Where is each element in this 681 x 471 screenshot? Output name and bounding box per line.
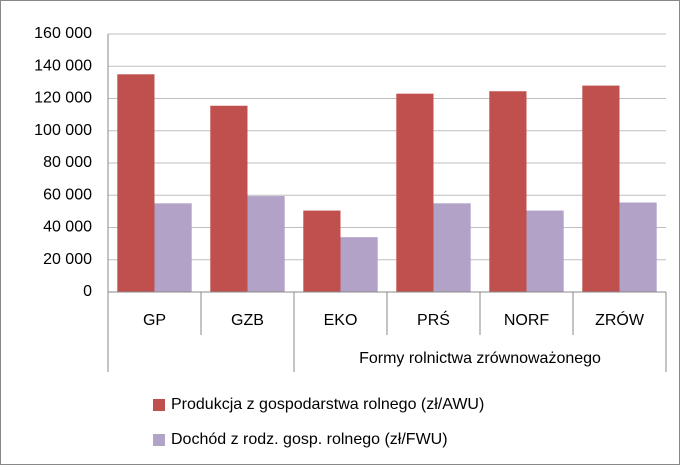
y-tick-label: 160 000 [34, 25, 92, 42]
bar [396, 93, 434, 292]
x-tick-label: NORF [504, 312, 550, 329]
bar [117, 74, 155, 292]
bar [340, 237, 378, 292]
x-tick-label: GZB [231, 312, 264, 329]
x-tick-label: GP [143, 312, 166, 329]
y-tick-label: 100 000 [34, 122, 92, 139]
y-tick-label: 120 000 [34, 90, 92, 107]
bar [582, 85, 620, 292]
legend-swatch [153, 434, 165, 446]
y-tick-label: 140 000 [34, 57, 92, 74]
y-tick-label: 40 000 [43, 219, 92, 236]
x-tick-label: ZRÓW [595, 310, 645, 329]
bar [247, 196, 285, 292]
bar [526, 210, 564, 292]
legend-swatch [153, 399, 165, 411]
bar [619, 202, 657, 292]
bar [210, 105, 248, 292]
x-tick-label: EKO [324, 312, 358, 329]
y-tick-label: 20 000 [43, 251, 92, 268]
group-label: Formy rolnictwa zrównoważonego [359, 350, 601, 367]
y-tick-label: 80 000 [43, 154, 92, 171]
bar [154, 203, 192, 292]
legend-label: Dochód z rodz. gosp. rolnego (zł/FWU) [171, 431, 448, 448]
bar [489, 91, 527, 293]
bar [303, 210, 341, 292]
x-tick-label: PRŚ [417, 310, 450, 329]
y-tick-label: 0 [83, 283, 92, 300]
bar [433, 203, 471, 292]
y-tick-label: 60 000 [43, 186, 92, 203]
legend-label: Produkcja z gospodarstwa rolnego (zł/AWU… [171, 396, 484, 413]
